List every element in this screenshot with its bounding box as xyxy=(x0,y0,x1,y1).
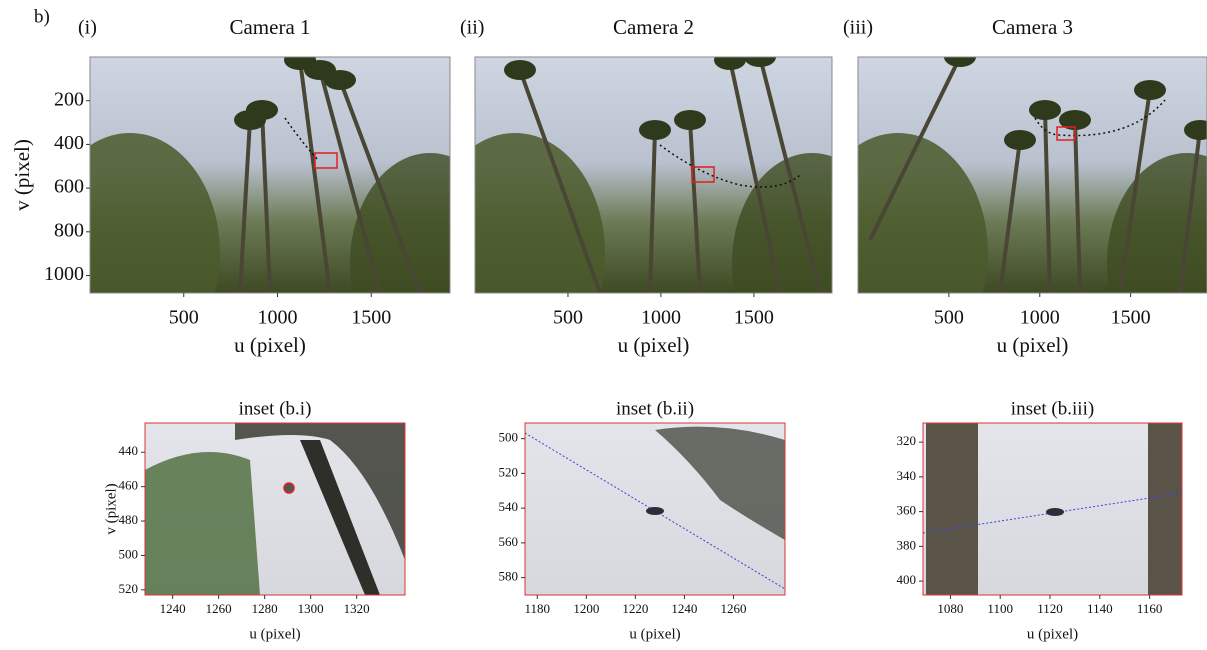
x-tick-label: 1260 xyxy=(206,601,232,616)
x-tick-label: 1180 xyxy=(524,601,550,616)
y-tick-label: 380 xyxy=(897,537,917,552)
x-tick-label: 500 xyxy=(553,307,583,329)
foliage xyxy=(145,452,260,595)
panel-title: Camera 1 xyxy=(229,15,310,39)
x-tick-label: 1000 xyxy=(1020,307,1060,329)
palm-crown xyxy=(1134,80,1166,100)
tree-trunk xyxy=(926,423,978,595)
foliage xyxy=(808,133,988,373)
y-tick-label: 200 xyxy=(54,88,84,110)
inset-photo xyxy=(145,423,405,595)
palm-crown xyxy=(234,110,266,130)
palm-crown xyxy=(1004,130,1036,150)
y-tick-label: 400 xyxy=(897,572,917,587)
x-tick-label: 1000 xyxy=(641,307,681,329)
figure-label: b) xyxy=(34,6,50,27)
x-tick-label: 500 xyxy=(169,307,199,329)
x-tick-label: 1100 xyxy=(987,601,1013,616)
palm-crown xyxy=(714,50,746,70)
panel-title: inset (b.iii) xyxy=(1011,398,1094,419)
inset-photo xyxy=(923,423,1182,595)
panel-label: (i) xyxy=(78,17,97,39)
palm-crown xyxy=(324,70,356,90)
y-tick-label: 540 xyxy=(499,499,519,514)
y-tick-label: 360 xyxy=(897,503,917,518)
panel-title: inset (b.ii) xyxy=(616,398,694,419)
y-tick-label: 520 xyxy=(119,581,139,596)
panel-label: (iii) xyxy=(843,17,873,39)
x-tick-label: 1160 xyxy=(1137,601,1163,616)
y-tick-label: 800 xyxy=(54,219,84,241)
y-axis-label: v (pixel) xyxy=(10,139,34,211)
inset-photo xyxy=(525,423,785,595)
tree-trunk xyxy=(1148,423,1182,595)
x-tick-label: 1500 xyxy=(1111,307,1151,329)
drone-marker xyxy=(284,483,294,493)
x-tick-label: 1300 xyxy=(298,601,324,616)
y-tick-label: 580 xyxy=(499,569,519,584)
x-tick-label: 1220 xyxy=(622,601,648,616)
x-axis-label: u (pixel) xyxy=(618,333,690,357)
palm-crown xyxy=(674,110,706,130)
y-tick-label: 320 xyxy=(897,433,917,448)
y-tick-label: 340 xyxy=(897,468,917,483)
x-axis-label: u (pixel) xyxy=(1027,626,1078,642)
y-tick-label: 600 xyxy=(54,176,84,198)
panel-title: inset (b.i) xyxy=(239,398,312,419)
palm-crown xyxy=(504,60,536,80)
y-tick-label: 500 xyxy=(499,430,519,445)
x-tick-label: 1260 xyxy=(720,601,746,616)
figure: b) (i) Camera 1 500 1000 1500 200 400 600 800 100… xyxy=(0,0,1207,650)
x-axis-label: u (pixel) xyxy=(249,626,300,642)
x-tick-label: 1000 xyxy=(258,307,298,329)
y-tick-label: 440 xyxy=(119,443,139,458)
panel-title: Camera 3 xyxy=(992,15,1073,39)
x-axis-label: u (pixel) xyxy=(629,626,680,642)
foliage xyxy=(425,133,605,373)
x-tick-label: 1280 xyxy=(252,601,278,616)
x-tick-label: 1200 xyxy=(573,601,599,616)
x-tick-label: 1140 xyxy=(1087,601,1113,616)
x-tick-label: 500 xyxy=(934,307,964,329)
x-tick-label: 1240 xyxy=(160,601,186,616)
panel-label: (ii) xyxy=(460,17,484,39)
x-tick-label: 1320 xyxy=(344,601,370,616)
y-tick-label: 400 xyxy=(54,132,84,154)
drone xyxy=(646,507,664,515)
foliage xyxy=(40,133,220,373)
x-tick-label: 1120 xyxy=(1037,601,1063,616)
x-tick-label: 1080 xyxy=(937,601,963,616)
palm-crown xyxy=(1029,100,1061,120)
y-tick-label: 480 xyxy=(119,512,139,527)
y-tick-label: 500 xyxy=(119,546,139,561)
x-tick-label: 1240 xyxy=(671,601,697,616)
x-tick-label: 1500 xyxy=(351,307,391,329)
y-axis-label: v (pixel) xyxy=(103,483,119,534)
x-axis-label: u (pixel) xyxy=(234,333,306,357)
y-tick-label: 1000 xyxy=(44,263,84,285)
x-axis-label: u (pixel) xyxy=(997,333,1069,357)
y-tick-label: 560 xyxy=(499,534,519,549)
y-tick-label: 520 xyxy=(499,464,519,479)
y-tick-label: 460 xyxy=(119,478,139,493)
palm-crown xyxy=(639,120,671,140)
x-tick-label: 1500 xyxy=(734,307,774,329)
panel-title: Camera 2 xyxy=(613,15,694,39)
drone xyxy=(1046,508,1064,516)
